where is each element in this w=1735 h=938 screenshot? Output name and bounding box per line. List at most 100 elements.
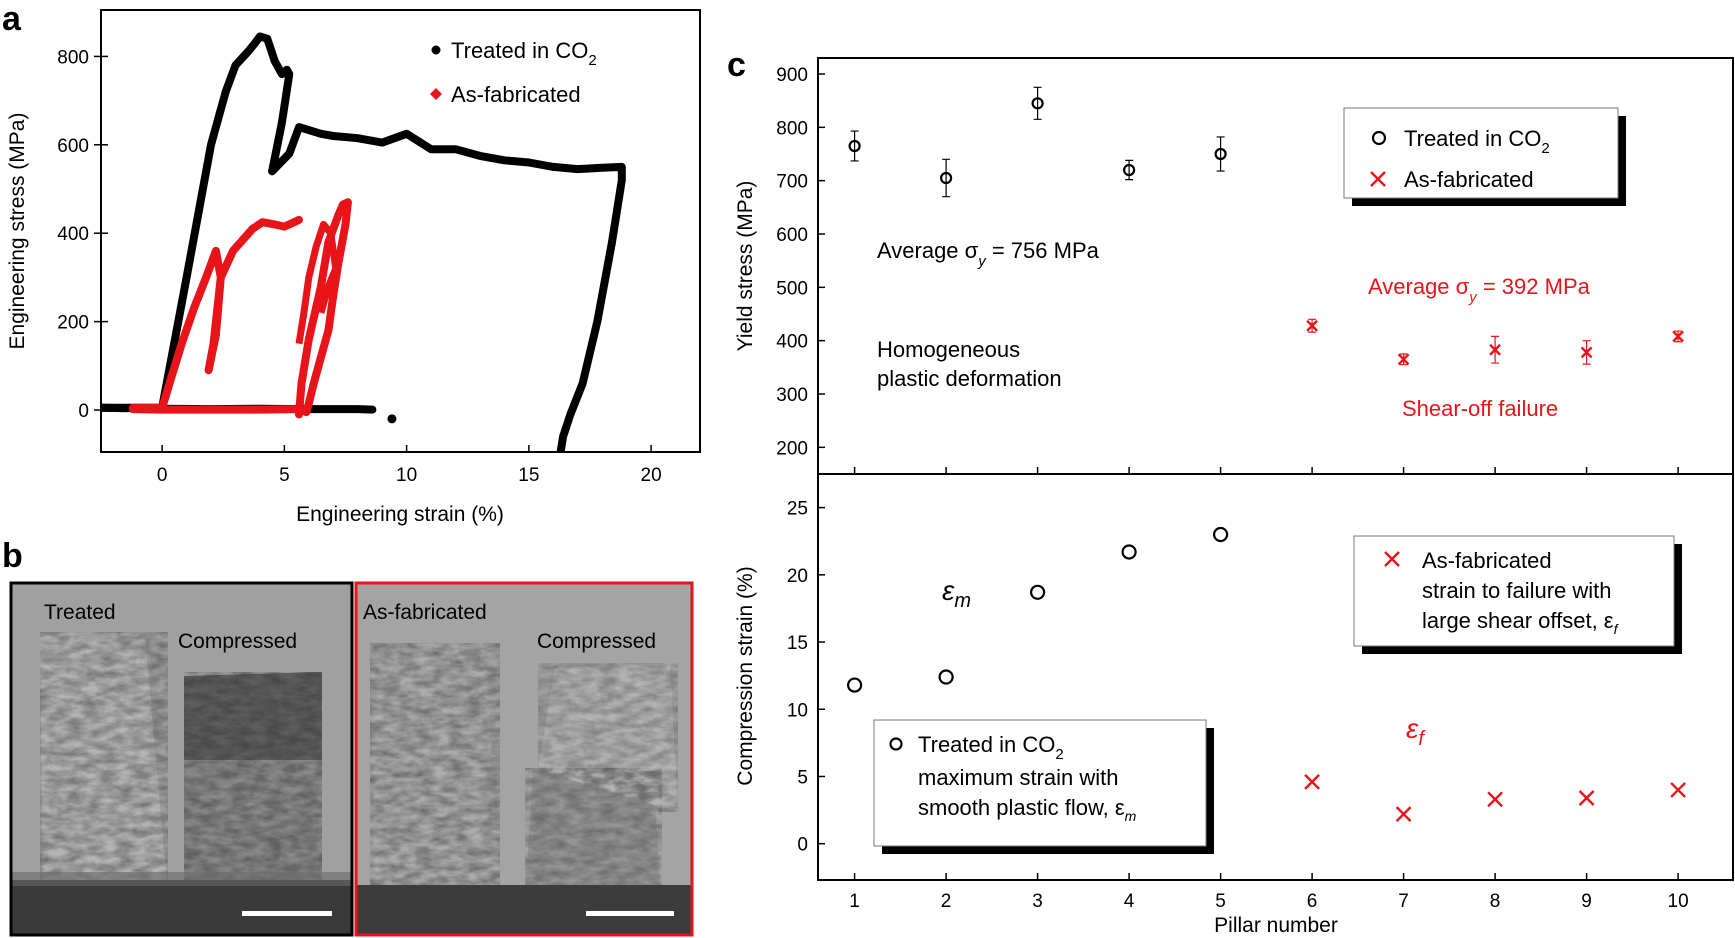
a-ytick-label: 200 bbox=[57, 313, 89, 334]
cb-ytick-label: 10 bbox=[787, 700, 808, 721]
legend-asfab-line2: strain to failure with bbox=[1422, 578, 1612, 603]
ct-point bbox=[939, 171, 953, 185]
photo-asfab-border bbox=[354, 581, 694, 937]
panel-a-y-ticks: 0 200 400 600 800 bbox=[57, 47, 108, 422]
panel-a-frame bbox=[100, 9, 701, 453]
photo-asfab: As-fabricated Compressed bbox=[354, 581, 694, 937]
panel-c-top-legend: Treated in CO2 As-fabricated bbox=[1343, 107, 1626, 206]
annotation-eps-m: εm bbox=[942, 575, 971, 612]
ct-errorbar bbox=[942, 158, 951, 198]
cb-point bbox=[1212, 526, 1229, 543]
ct-ytick-label: 500 bbox=[776, 278, 808, 299]
panel-a-legend: Treated in CO2 As-fabricated bbox=[430, 38, 597, 107]
a-xtick-label: 0 bbox=[157, 465, 168, 486]
panel-c-x-label: Pillar number bbox=[1214, 914, 1338, 937]
panel-a-label: a bbox=[2, 0, 22, 38]
cb-point bbox=[846, 677, 863, 693]
legend-asfab-marker bbox=[1384, 551, 1400, 567]
legend-asfab-line3: large shear offset, εf bbox=[1422, 608, 1620, 637]
annotation-homogeneous-line1: Homogeneous bbox=[877, 337, 1020, 362]
scale-bar-left bbox=[242, 911, 332, 916]
ct-point bbox=[1214, 147, 1227, 161]
ct-errorbar bbox=[1216, 136, 1225, 172]
ct-errorbar bbox=[1125, 159, 1134, 181]
annotation-treated-average: Average σy = 756 MPa bbox=[877, 238, 1100, 270]
panel-a: a 0 200 400 600 800 0 5 10 15 20 Engineering str… bbox=[2, 0, 701, 526]
cb-ytick-label: 15 bbox=[787, 633, 808, 654]
panel-a-x-label: Engineering strain (%) bbox=[296, 503, 504, 526]
cb-point bbox=[1304, 774, 1320, 790]
c-xtick-label: 3 bbox=[1032, 891, 1043, 912]
legend-treated-line3: smooth plastic flow, εm bbox=[918, 795, 1137, 824]
annotation-shear-off: Shear-off failure bbox=[1402, 396, 1558, 421]
legend-label-asfab-c: As-fabricated bbox=[1404, 167, 1534, 192]
ct-errorbar bbox=[1033, 86, 1042, 120]
a-series-line bbox=[295, 198, 352, 419]
legend-treated-marker bbox=[889, 737, 903, 751]
c-xtick-label: 6 bbox=[1307, 891, 1318, 912]
substrate-treated bbox=[11, 880, 352, 935]
ct-ytick-label: 300 bbox=[776, 385, 808, 406]
photo-label-compressed-right: Compressed bbox=[537, 630, 656, 653]
panel-b: b Treated Compressed bbox=[2, 537, 694, 937]
legend-marker-treated bbox=[431, 45, 441, 55]
a-ytick-label: 600 bbox=[57, 136, 89, 157]
legend-marker-asfab bbox=[430, 88, 442, 100]
c-xtick-label: 1 bbox=[849, 891, 860, 912]
panel-a-x-ticks: 0 5 10 15 20 bbox=[157, 445, 662, 486]
panel-c-bottom-legend-asfab: As-fabricated strain to failure with lar… bbox=[1353, 535, 1682, 654]
ct-ytick-label: 400 bbox=[776, 332, 808, 353]
c-xtick-label: 4 bbox=[1124, 891, 1135, 912]
panel-c-x-ticks: 1 2 3 4 5 6 7 8 9 10 bbox=[849, 467, 1689, 912]
ct-ytick-label: 600 bbox=[776, 225, 808, 246]
photo-treated-border bbox=[9, 581, 354, 937]
a-ytick-label: 400 bbox=[57, 224, 89, 245]
ct-point bbox=[1580, 346, 1593, 359]
legend-treated-line2: maximum strain with bbox=[918, 765, 1118, 790]
ct-ytick-label: 200 bbox=[776, 438, 808, 459]
panel-c-top-y-ticks: 200 300 400 500 600 700 800 900 bbox=[776, 65, 825, 459]
photo-label-compressed-left: Compressed bbox=[178, 630, 297, 653]
legend-label-asfab: As-fabricated bbox=[451, 82, 581, 107]
scale-bar-right bbox=[586, 911, 674, 916]
photo-label-treated: Treated bbox=[44, 601, 116, 624]
a-xtick-label: 10 bbox=[396, 465, 417, 486]
annotation-eps-f: εf bbox=[1406, 713, 1426, 750]
a-ytick-label: 0 bbox=[78, 401, 89, 422]
panel-c-bottom-legend-treated: Treated in CO2 maximum strain with smoot… bbox=[873, 719, 1214, 854]
panel-a-y-label: Engineering stress (MPa) bbox=[6, 113, 29, 350]
c-xtick-label: 2 bbox=[941, 891, 952, 912]
cb-ytick-label: 5 bbox=[797, 767, 808, 788]
a-xtick-label: 20 bbox=[641, 465, 662, 486]
ct-point bbox=[1031, 97, 1044, 110]
a-series-line bbox=[128, 405, 303, 414]
ct-ytick-label: 800 bbox=[776, 118, 808, 139]
panel-c-top-series bbox=[848, 86, 1684, 366]
a-series-line bbox=[128, 215, 303, 412]
ct-ytick-label: 900 bbox=[776, 65, 808, 86]
legend-asfab-box bbox=[1353, 535, 1675, 647]
legend-treated-line1: Treated in CO2 bbox=[918, 732, 1064, 763]
c-xtick-label: 9 bbox=[1581, 891, 1592, 912]
panel-c-bottom-y-ticks: 0 5 10 15 20 25 bbox=[787, 499, 825, 856]
ct-point bbox=[1672, 330, 1684, 343]
c-xtick-label: 7 bbox=[1398, 891, 1409, 912]
panel-c-top-y-label: Yield stress (MPa) bbox=[734, 181, 757, 352]
ct-point bbox=[1397, 353, 1410, 366]
panel-c-frame bbox=[817, 57, 1734, 881]
ct-ytick-label: 700 bbox=[776, 172, 808, 193]
a-xtick-label: 15 bbox=[518, 465, 539, 486]
panel-b-label: b bbox=[2, 537, 23, 575]
panel-c-bottom-y-label: Compression strain (%) bbox=[734, 566, 757, 785]
legend-marker-asfab-c bbox=[1370, 171, 1386, 187]
legend-label-treated-c: Treated in CO2 bbox=[1404, 126, 1550, 157]
legend-box bbox=[1343, 107, 1619, 199]
cb-point bbox=[1487, 791, 1503, 808]
cb-point bbox=[1121, 544, 1137, 560]
cb-ytick-label: 0 bbox=[797, 835, 808, 856]
cb-point bbox=[1029, 584, 1046, 600]
c-xtick-label: 8 bbox=[1490, 891, 1501, 912]
a-series-loop bbox=[295, 220, 340, 345]
